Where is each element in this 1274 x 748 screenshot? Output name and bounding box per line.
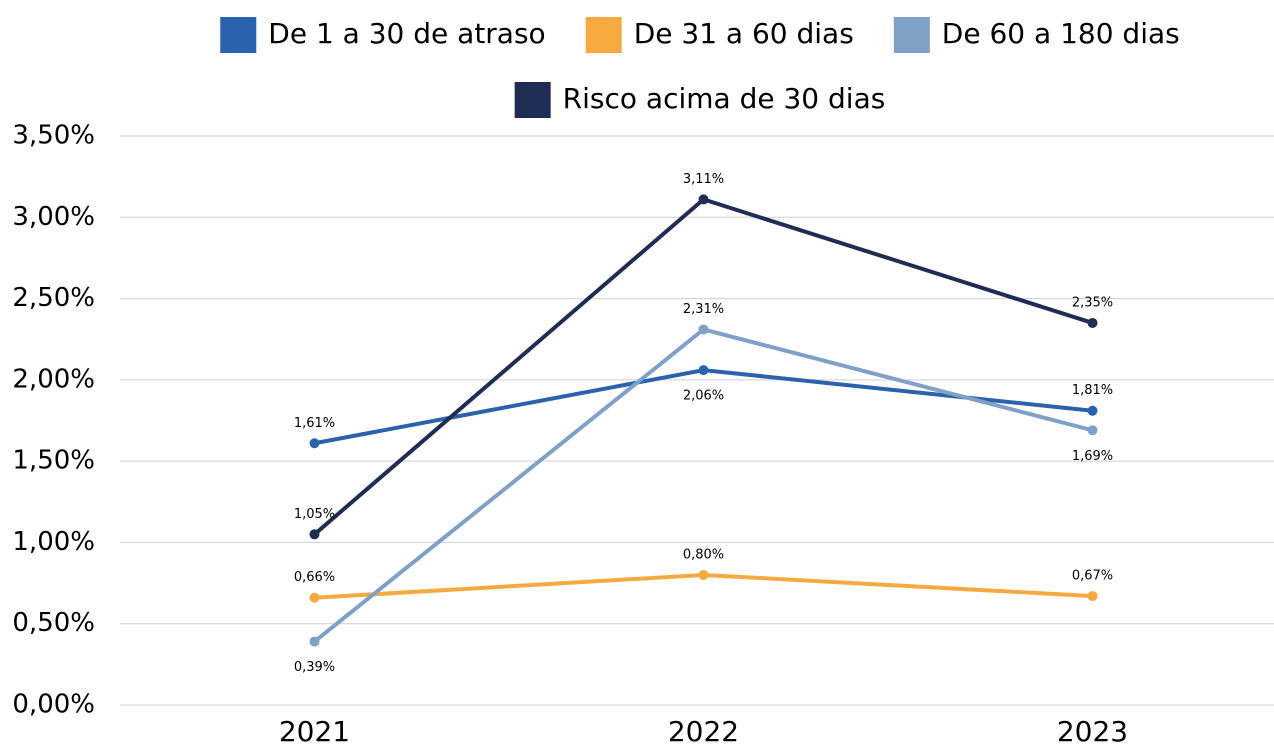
data-point	[698, 194, 709, 205]
data-label: 0,67%	[1072, 569, 1113, 584]
data-label: 0,80%	[683, 547, 724, 562]
data-point	[1087, 425, 1098, 436]
y-tick-label: 2,00%	[12, 364, 95, 394]
legend-label: De 1 a 30 de atraso	[268, 17, 545, 50]
y-tick-label: 1,50%	[12, 446, 95, 476]
legend-label: Risco acima de 30 dias	[563, 82, 886, 115]
data-point	[698, 324, 709, 335]
series-line	[313, 327, 1094, 644]
data-label: 3,11%	[683, 172, 724, 187]
data-point	[698, 365, 709, 376]
data-label: 1,61%	[294, 416, 335, 431]
legend-label: De 60 a 180 dias	[942, 17, 1180, 50]
legend-swatch	[514, 82, 551, 118]
y-tick-label: 3,50%	[12, 121, 95, 151]
legend-label: De 31 a 60 dias	[634, 17, 854, 50]
data-label: 1,69%	[1072, 449, 1113, 464]
y-tick-label: 2,50%	[12, 283, 95, 313]
data-point	[309, 636, 320, 647]
legend-swatch	[893, 17, 930, 53]
data-point	[698, 569, 709, 580]
data-label: 2,31%	[683, 302, 724, 317]
data-point	[309, 529, 320, 540]
data-label: 2,06%	[683, 389, 724, 404]
data-label: 1,81%	[1072, 383, 1113, 398]
y-tick-label: 1,00%	[12, 527, 95, 557]
data-label: 0,39%	[294, 660, 335, 675]
data-point	[1087, 405, 1098, 416]
legend-swatch	[585, 17, 622, 53]
data-label: 1,05%	[294, 507, 335, 522]
x-tick-label: 2022	[668, 715, 739, 748]
data-label: 2,35%	[1072, 295, 1113, 310]
x-tick-label: 2023	[1057, 715, 1128, 748]
y-tick-label: 0,50%	[12, 608, 95, 638]
data-point	[309, 438, 320, 449]
legend-swatch	[220, 17, 257, 53]
x-tick-label: 2021	[279, 715, 350, 748]
data-point	[1087, 317, 1098, 328]
y-tick-label: 0,00%	[12, 690, 95, 720]
data-point	[1087, 591, 1098, 602]
y-tick-label: 3,00%	[12, 202, 95, 232]
data-point	[309, 592, 320, 603]
data-label: 0,66%	[294, 570, 335, 585]
